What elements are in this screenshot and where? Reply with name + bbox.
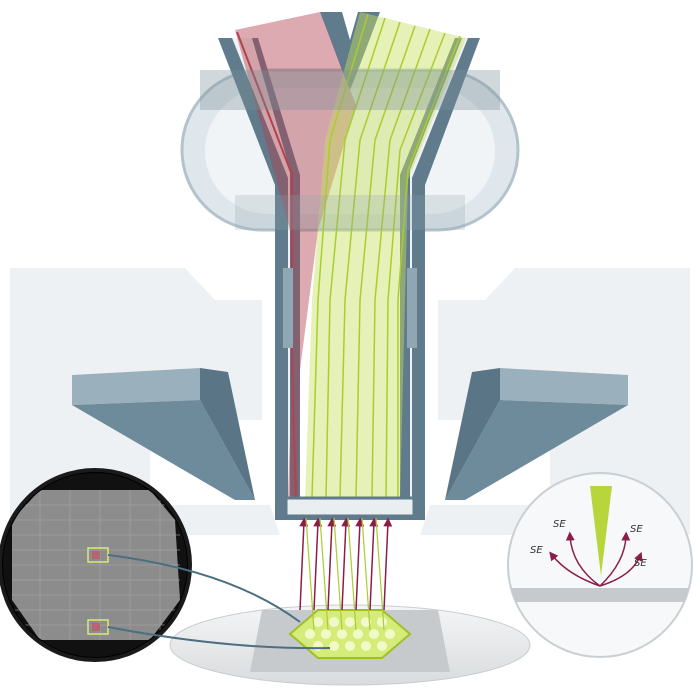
red-beam [235, 12, 356, 500]
mosaic-tiles [3, 473, 187, 657]
downward-beamlets [305, 517, 385, 631]
ring-lens-lower-band [235, 195, 465, 230]
secondary-electron-emission-zoom: SE SE SE SE [507, 472, 693, 658]
zoom-connector-lines [107, 554, 331, 650]
se-label-3: SE [630, 524, 643, 535]
sample-mosaic-zoom [0, 468, 192, 662]
deflector-left [283, 268, 293, 348]
deflector-right [407, 268, 417, 348]
column-channel [232, 38, 468, 508]
upward-electron-arrows [299, 517, 393, 611]
se-label-1: SE [553, 519, 566, 530]
se-arrows [549, 531, 643, 587]
se-label-2: SE [530, 545, 543, 556]
green-beam [305, 12, 466, 500]
column-exit [284, 496, 416, 518]
column-wall-center-split [320, 12, 380, 90]
ring-lens-band [200, 70, 500, 110]
green-beam-lines [311, 13, 461, 499]
primary-beam-cone [590, 486, 612, 576]
beam-spots [305, 617, 395, 651]
right-detector [445, 368, 628, 500]
left-detector [72, 368, 255, 500]
se-label-4: SE [634, 558, 647, 569]
